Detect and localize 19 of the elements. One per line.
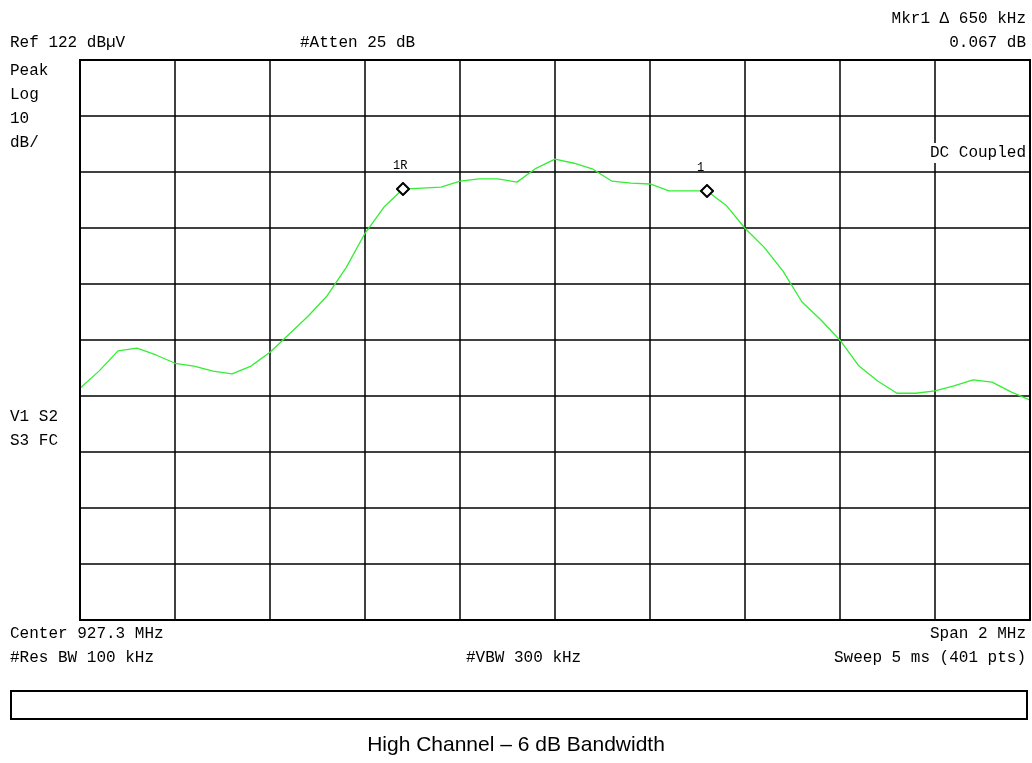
annotation: 1R xyxy=(393,159,408,174)
text: Peak xyxy=(10,61,49,81)
text: High Channel – 6 dB Bandwidth xyxy=(366,732,666,756)
text: V1 S2 xyxy=(10,407,59,427)
annotation: DC Coupled xyxy=(927,143,1028,163)
text: Ref 122 dBµV xyxy=(10,33,126,53)
text: Span 2 MHz xyxy=(929,624,1026,644)
text: Log xyxy=(10,85,39,105)
text: dB/ xyxy=(10,133,39,153)
text: #VBW 300 kHz xyxy=(466,648,582,668)
annotation: 1 xyxy=(697,160,705,175)
text: Center 927.3 MHz xyxy=(10,624,164,644)
text: #Res BW 100 kHz xyxy=(10,648,155,668)
text: 10 xyxy=(10,109,30,129)
text: #Atten 25 dB xyxy=(300,33,416,53)
text: Mkr1 Δ 650 kHz xyxy=(891,9,1026,29)
text: 0.067 dB xyxy=(949,33,1026,53)
text: Sweep 5 ms (401 pts) xyxy=(833,648,1026,668)
text: S3 FC xyxy=(10,431,59,451)
